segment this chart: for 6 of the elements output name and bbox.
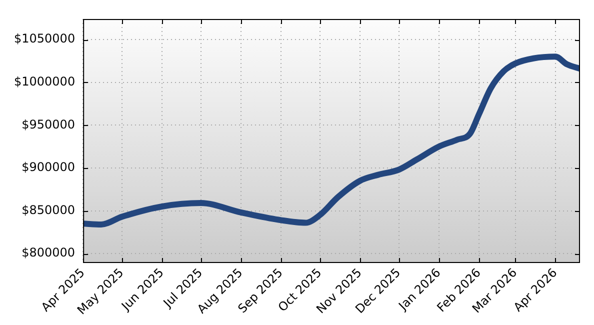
y-tick-label: $950000: [22, 117, 76, 132]
y-tick-label: $1000000: [14, 74, 76, 88]
y-tick-label: $800000: [22, 246, 76, 260]
y-tick-label: $1050000: [14, 32, 76, 46]
y-tick-label: $850000: [22, 202, 76, 217]
y-tick-label: $900000: [22, 160, 76, 174]
